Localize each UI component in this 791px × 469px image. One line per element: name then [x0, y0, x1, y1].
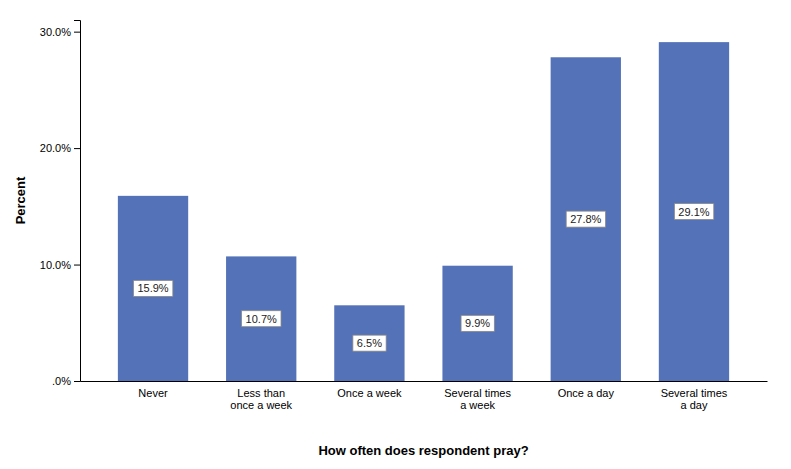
- x-tick-label-line: Never: [138, 387, 168, 399]
- y-tick-mark: [74, 148, 80, 149]
- y-tick: .0%: [52, 375, 80, 387]
- x-axis-title: How often does respondent pray?: [318, 443, 528, 458]
- bar: [442, 266, 512, 381]
- bar: [551, 57, 621, 381]
- x-tick: Several timesa week: [444, 387, 511, 412]
- x-tick: Never: [138, 387, 168, 399]
- y-axis-line: [74, 21, 81, 382]
- data-label: 15.9%: [133, 280, 172, 296]
- y-tick-mark: [74, 265, 80, 266]
- x-tick-label-line: Once a day: [558, 387, 615, 399]
- x-tick-label-line: Several times: [444, 387, 511, 399]
- y-tick: 30.0%: [40, 26, 80, 38]
- data-label-text: 10.7%: [246, 313, 277, 325]
- x-tick-label: Once a day: [558, 387, 615, 399]
- y-tick-label: 20.0%: [40, 142, 71, 154]
- x-tick-label: Several timesa week: [444, 387, 511, 412]
- data-label-text: 9.9%: [465, 317, 490, 329]
- plot-area: .0% 10.0% 20.0% 30.0% Never Less thanonce a w…: [40, 21, 768, 412]
- y-axis: .0% 10.0% 20.0% 30.0%: [40, 21, 81, 388]
- bar: [659, 42, 729, 381]
- x-tick: Less thanonce a week: [230, 387, 292, 412]
- x-axis: Never Less thanonce a week Once a week Seve…: [81, 382, 768, 412]
- data-label-box: [461, 315, 494, 331]
- data-label-box: [566, 211, 605, 227]
- x-tick-label: Several timesa day: [661, 387, 728, 412]
- data-label: 27.8%: [566, 211, 605, 227]
- bar: [334, 305, 404, 381]
- x-axis-line: [81, 381, 768, 382]
- data-label: 9.9%: [461, 315, 494, 331]
- chart: .0% 10.0% 20.0% 30.0% Never Less thanonce a w…: [0, 0, 791, 469]
- y-tick-mark: [74, 32, 80, 33]
- x-tick: Several timesa day: [661, 387, 728, 412]
- x-tick-label: Once a week: [337, 387, 402, 399]
- data-label-text: 15.9%: [137, 282, 168, 294]
- y-axis-title: Percent: [13, 176, 28, 224]
- bar: [226, 256, 296, 381]
- x-tick-label-line: a day: [681, 399, 708, 411]
- data-labels: 15.9% 10.7% 6.5% 9.9% 27.8% 29.1%: [133, 204, 713, 352]
- data-label: 10.7%: [242, 311, 281, 327]
- x-tick-label-line: a week: [460, 399, 495, 411]
- y-tick-label: .0%: [52, 375, 71, 387]
- x-tick-label-line: Once a week: [337, 387, 402, 399]
- data-label-text: 27.8%: [570, 213, 601, 225]
- x-tick: Once a day: [558, 387, 615, 399]
- bar: [118, 196, 188, 381]
- x-tick-label: Never: [138, 387, 168, 399]
- data-label-box: [242, 311, 281, 327]
- data-label: 6.5%: [353, 335, 386, 351]
- y-tick: 10.0%: [40, 259, 80, 271]
- data-label-box: [674, 204, 713, 220]
- y-tick-mark: [74, 381, 80, 382]
- data-label: 29.1%: [674, 204, 713, 220]
- y-tick-label: 30.0%: [40, 26, 71, 38]
- x-tick: Once a week: [337, 387, 402, 399]
- data-label-box: [353, 335, 386, 351]
- x-tick-label-line: Less than: [237, 387, 285, 399]
- bars: [118, 42, 729, 381]
- data-label-text: 6.5%: [357, 337, 382, 349]
- data-label-text: 29.1%: [678, 206, 709, 218]
- x-tick-label-line: Several times: [661, 387, 728, 399]
- x-tick-label-line: once a week: [230, 399, 292, 411]
- data-label-box: [133, 280, 172, 296]
- y-tick-label: 10.0%: [40, 259, 71, 271]
- y-tick: 20.0%: [40, 142, 80, 154]
- x-tick-label: Less thanonce a week: [230, 387, 292, 412]
